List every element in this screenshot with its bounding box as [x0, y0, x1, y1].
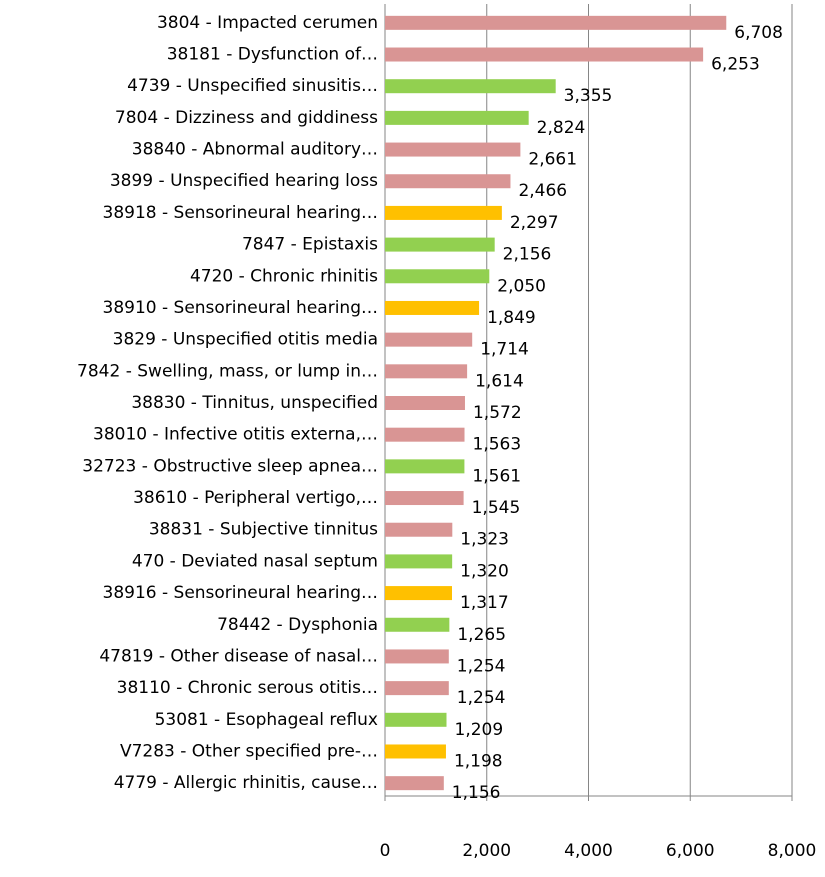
y-tick-label: 470 - Deviated nasal septum	[132, 551, 378, 571]
data-label: 1,198	[454, 751, 503, 771]
x-tick-label: 4,000	[564, 841, 613, 861]
y-tick-label: 4720 - Chronic rhinitis	[190, 266, 378, 286]
data-label: 1,614	[475, 371, 524, 391]
bar	[385, 237, 495, 252]
y-tick-label: 4739 - Unspecified sinusitis…	[127, 76, 378, 96]
bar	[385, 300, 480, 315]
bar	[385, 427, 465, 442]
bar	[385, 142, 521, 157]
y-tick-label: 38910 - Sensorineural hearing…	[103, 298, 379, 318]
x-tick-label: 2,000	[462, 841, 511, 861]
bar	[385, 617, 450, 632]
data-label: 1,209	[455, 720, 504, 740]
bar	[385, 396, 465, 410]
data-label: 2,050	[497, 276, 546, 296]
bar	[385, 681, 449, 696]
bar	[385, 649, 449, 664]
y-tick-label: 38840 - Abnormal auditory…	[132, 140, 378, 160]
bar	[385, 744, 446, 759]
bar	[385, 205, 502, 220]
bar	[385, 269, 490, 284]
data-label: 1,545	[472, 498, 521, 518]
bar	[385, 586, 453, 601]
y-tick-label: 47819 - Other disease of nasal…	[99, 646, 378, 666]
data-label: 1,714	[480, 340, 529, 360]
data-label: 2,297	[510, 213, 559, 233]
data-label: 6,253	[711, 55, 760, 75]
x-tick-label: 8,000	[768, 841, 817, 861]
bar	[385, 15, 727, 30]
bar	[385, 79, 556, 94]
y-tick-label: 78442 - Dysphonia	[217, 615, 378, 635]
y-tick-label: 38110 - Chronic serous otitis…	[117, 678, 378, 698]
data-label: 1,323	[460, 530, 509, 550]
y-tick-label: 7847 - Epistaxis	[242, 235, 378, 255]
y-tick-label: V7283 - Other specified pre-…	[120, 741, 378, 761]
y-tick-label: 3829 - Unspecified otitis media	[113, 330, 378, 350]
y-tick-label: 38610 - Peripheral vertigo,…	[133, 488, 378, 508]
data-label: 1,849	[487, 308, 536, 328]
bar	[385, 174, 511, 189]
data-label: 2,466	[518, 181, 567, 201]
bar	[385, 332, 473, 347]
data-label: 1,561	[472, 466, 521, 486]
data-label: 1,572	[473, 403, 522, 423]
y-tick-label: 38181 - Dysfunction of…	[167, 45, 378, 65]
y-tick-label: 7804 - Dizziness and giddiness	[115, 108, 378, 128]
data-label: 1,320	[460, 561, 509, 581]
data-label: 2,824	[537, 118, 586, 138]
y-tick-label: 38831 - Subjective tinnitus	[149, 520, 378, 540]
data-label: 1,563	[473, 435, 522, 455]
y-tick-label: 38010 - Infective otitis externa,…	[93, 425, 378, 445]
y-tick-label: 3899 - Unspecified hearing loss	[110, 171, 378, 191]
bar	[385, 364, 468, 379]
bar	[385, 110, 529, 125]
data-label: 1,265	[457, 625, 506, 645]
y-tick-label: 32723 - Obstructive sleep apnea…	[82, 456, 378, 476]
y-tick-label: 53081 - Esophageal reflux	[155, 710, 378, 730]
y-tick-label: 4779 - Allergic rhinitis, cause…	[114, 773, 378, 793]
bar	[385, 459, 465, 474]
x-tick-label: 0	[380, 841, 391, 861]
bar	[385, 47, 704, 62]
data-label: 2,156	[503, 245, 552, 265]
y-tick-label: 3804 - Impacted cerumen	[157, 13, 378, 33]
y-tick-label: 38918 - Sensorineural hearing…	[103, 203, 379, 223]
data-label: 3,355	[564, 86, 613, 106]
data-label: 1,317	[460, 593, 509, 613]
y-tick-label: 38830 - Tinnitus, unspecified	[131, 393, 378, 413]
y-tick-label: 38916 - Sensorineural hearing…	[103, 583, 379, 603]
data-label: 1,254	[457, 656, 506, 676]
data-label: 6,708	[734, 23, 783, 43]
bar	[385, 522, 453, 537]
bar	[385, 712, 447, 727]
x-tick-label: 6,000	[666, 841, 715, 861]
data-label: 2,661	[528, 150, 577, 170]
y-tick-label: 7842 - Swelling, mass, or lump in…	[77, 361, 378, 381]
data-label: 1,156	[452, 783, 501, 803]
bar	[385, 491, 464, 506]
data-label: 1,254	[457, 688, 506, 708]
bar	[385, 776, 444, 791]
bar	[385, 554, 453, 569]
